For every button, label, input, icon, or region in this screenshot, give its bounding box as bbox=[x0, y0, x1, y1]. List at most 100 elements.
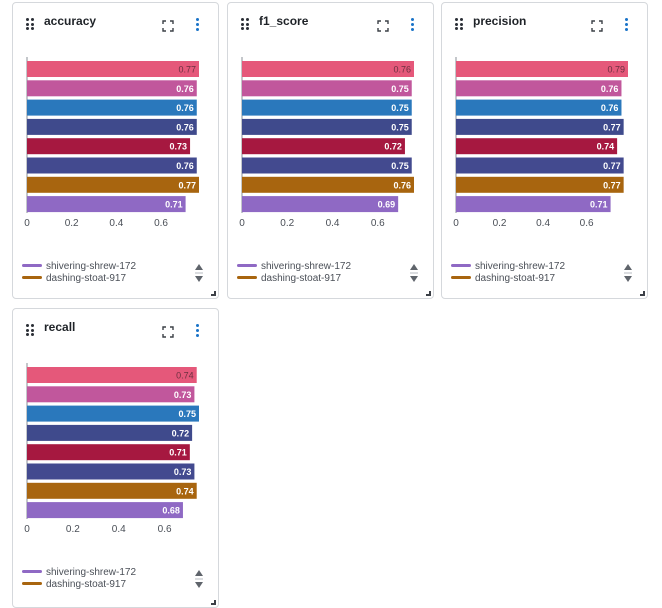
scroll-down-icon[interactable] bbox=[195, 276, 203, 282]
bar[interactable] bbox=[27, 176, 199, 193]
bar[interactable] bbox=[27, 367, 197, 383]
bar-value-label: 0.71 bbox=[590, 200, 608, 210]
bar[interactable] bbox=[27, 80, 197, 97]
panel-title: f1_score bbox=[259, 14, 309, 28]
bar[interactable] bbox=[456, 61, 628, 77]
bar[interactable] bbox=[242, 176, 414, 193]
x-tick-label: 0 bbox=[24, 218, 30, 229]
bar[interactable] bbox=[27, 463, 195, 480]
bar[interactable] bbox=[27, 424, 193, 441]
bar[interactable] bbox=[456, 176, 624, 193]
bar-value-label: 0.77 bbox=[603, 122, 621, 132]
legend: shivering-shrew-172 dashing-stoat-917 bbox=[22, 567, 136, 591]
panel-title: accuracy bbox=[44, 14, 97, 28]
bar-value-label: 0.76 bbox=[393, 65, 411, 75]
bar-value-label: 0.76 bbox=[393, 180, 411, 190]
legend-swatch bbox=[451, 264, 471, 267]
chart-panel-accuracy: accuracy 0.77 0.76 0.76 0.76 0.73 0.76 0.77 0.71… bbox=[12, 2, 219, 299]
legend-scroll-arrows[interactable] bbox=[623, 262, 633, 284]
legend-scroll-arrows[interactable] bbox=[194, 262, 204, 284]
bar[interactable] bbox=[242, 80, 412, 97]
legend-label: shivering-shrew-172 bbox=[261, 261, 352, 272]
more-options-icon[interactable] bbox=[625, 18, 629, 32]
x-tick-label: 0.6 bbox=[158, 524, 172, 535]
more-options-icon[interactable] bbox=[196, 18, 200, 32]
bar[interactable] bbox=[27, 138, 191, 155]
legend: shivering-shrew-172 dashing-stoat-917 bbox=[22, 261, 136, 285]
legend-scroll-arrows[interactable] bbox=[409, 262, 419, 284]
legend-item[interactable]: shivering-shrew-172 bbox=[22, 567, 136, 579]
expand-icon[interactable] bbox=[377, 19, 389, 32]
chart-panel-f1-score: f1_score 0.76 0.75 0.75 0.75 0.72 0.75 0.76 0.69… bbox=[227, 2, 434, 299]
x-tick-label: 0.2 bbox=[66, 524, 80, 535]
drag-handle-icon[interactable] bbox=[26, 18, 35, 30]
bar[interactable] bbox=[27, 99, 197, 116]
legend-label: shivering-shrew-172 bbox=[46, 261, 137, 272]
bar-value-label: 0.77 bbox=[603, 180, 621, 190]
bar[interactable] bbox=[242, 138, 405, 155]
more-options-icon[interactable] bbox=[196, 324, 200, 338]
bar[interactable] bbox=[456, 80, 622, 97]
legend-item[interactable]: shivering-shrew-172 bbox=[237, 261, 351, 273]
resize-handle-icon[interactable] bbox=[211, 291, 216, 296]
legend-scroll-arrows[interactable] bbox=[194, 568, 204, 590]
drag-handle-icon[interactable] bbox=[455, 18, 464, 30]
expand-icon[interactable] bbox=[162, 325, 174, 338]
x-tick-label: 0.2 bbox=[493, 218, 507, 229]
bar[interactable] bbox=[242, 61, 414, 77]
scroll-up-icon[interactable] bbox=[410, 264, 418, 270]
legend-item[interactable]: dashing-stoat-917 bbox=[22, 579, 136, 591]
x-tick-label: 0.2 bbox=[280, 218, 294, 229]
bar[interactable] bbox=[27, 61, 199, 77]
bar-value-label: 0.73 bbox=[170, 142, 188, 152]
drag-handle-icon[interactable] bbox=[241, 18, 250, 30]
scroll-up-icon[interactable] bbox=[195, 264, 203, 270]
x-tick-label: 0.6 bbox=[371, 218, 385, 229]
scroll-down-icon[interactable] bbox=[195, 582, 203, 588]
bar[interactable] bbox=[27, 157, 197, 174]
drag-handle-icon[interactable] bbox=[26, 324, 35, 336]
bar[interactable] bbox=[242, 118, 412, 135]
bar[interactable] bbox=[242, 157, 412, 174]
bar[interactable] bbox=[27, 502, 183, 519]
legend-swatch bbox=[451, 276, 471, 279]
legend-item[interactable]: shivering-shrew-172 bbox=[451, 261, 565, 273]
bar[interactable] bbox=[27, 482, 197, 499]
bar[interactable] bbox=[456, 99, 622, 116]
bar-value-label: 0.75 bbox=[178, 409, 196, 419]
bar[interactable] bbox=[27, 196, 186, 213]
bar[interactable] bbox=[27, 386, 195, 403]
bar-chart: 0.79 0.76 0.76 0.77 0.74 0.77 0.77 0.71 0 0.2 0.4 0… bbox=[453, 57, 628, 229]
bar-value-label: 0.79 bbox=[607, 65, 625, 75]
x-tick-label: 0.4 bbox=[536, 218, 550, 229]
bar-value-label: 0.75 bbox=[391, 161, 409, 171]
bar-value-label: 0.72 bbox=[384, 142, 402, 152]
resize-handle-icon[interactable] bbox=[426, 291, 431, 296]
bar[interactable] bbox=[456, 138, 618, 155]
bar[interactable] bbox=[27, 405, 199, 422]
bar[interactable] bbox=[456, 118, 624, 135]
bar[interactable] bbox=[27, 444, 190, 461]
legend-item[interactable]: dashing-stoat-917 bbox=[237, 273, 351, 285]
legend-item[interactable]: dashing-stoat-917 bbox=[22, 273, 136, 285]
bar[interactable] bbox=[242, 196, 399, 213]
more-options-icon[interactable] bbox=[411, 18, 415, 32]
scroll-down-icon[interactable] bbox=[624, 276, 632, 282]
scroll-down-icon[interactable] bbox=[410, 276, 418, 282]
legend-item[interactable]: shivering-shrew-172 bbox=[22, 261, 136, 273]
legend-item[interactable]: dashing-stoat-917 bbox=[451, 273, 565, 285]
scroll-up-icon[interactable] bbox=[195, 570, 203, 576]
bar[interactable] bbox=[456, 157, 624, 174]
bar-value-label: 0.76 bbox=[601, 84, 619, 94]
bar[interactable] bbox=[456, 196, 611, 213]
panel-title: recall bbox=[44, 320, 76, 334]
legend-swatch bbox=[22, 582, 42, 585]
x-tick-label: 0 bbox=[24, 524, 30, 535]
scroll-up-icon[interactable] bbox=[624, 264, 632, 270]
bar[interactable] bbox=[242, 99, 412, 116]
bar[interactable] bbox=[27, 118, 197, 135]
expand-icon[interactable] bbox=[162, 19, 174, 32]
expand-icon[interactable] bbox=[591, 19, 603, 32]
chart-panel-precision: precision 0.79 0.76 0.76 0.77 0.74 0.77 0.77 0.7… bbox=[441, 2, 648, 299]
resize-handle-icon[interactable] bbox=[640, 291, 645, 296]
